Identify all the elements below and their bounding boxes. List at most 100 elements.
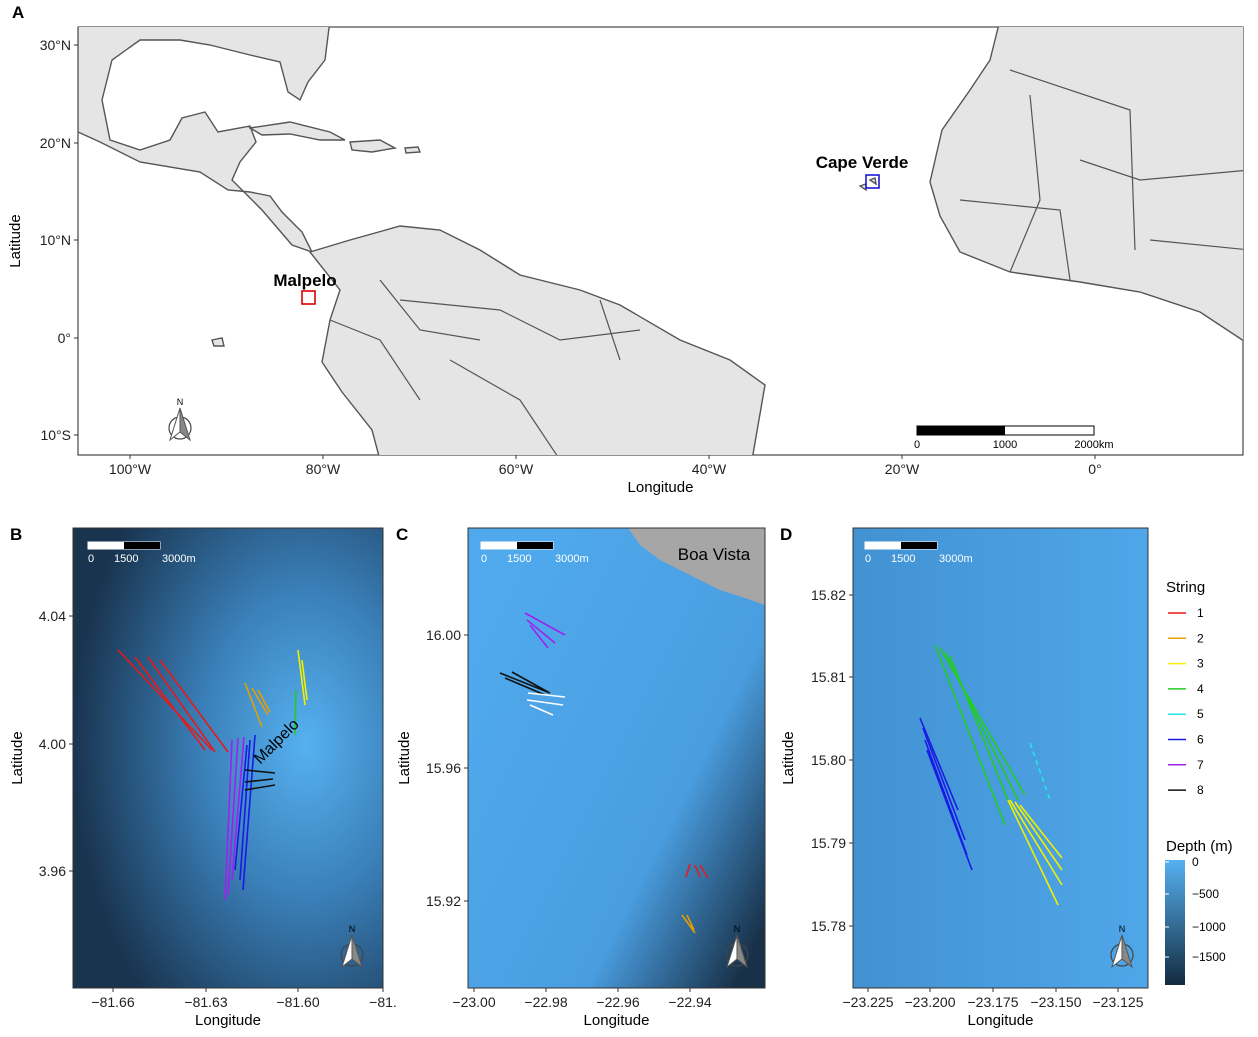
plot-frame <box>72 527 384 989</box>
string-line <box>919 717 959 811</box>
string-line <box>251 687 269 716</box>
depth-label: −500 <box>1192 887 1219 901</box>
string-line <box>529 624 549 649</box>
string-line <box>526 699 564 706</box>
string-line <box>504 677 546 696</box>
scalebar-label: 2000km <box>1074 439 1113 451</box>
plot-frame <box>852 527 1149 989</box>
string-line <box>231 736 245 881</box>
x-tick-label: −23.175 <box>968 994 1019 1010</box>
x-axis-title: Longitude <box>195 1012 261 1029</box>
string-line <box>699 864 709 879</box>
string-line <box>926 749 973 871</box>
string-line <box>147 656 216 753</box>
x-axis-title: Longitude <box>584 1012 650 1029</box>
y-axis-title: Latitude <box>780 731 797 784</box>
y-tick-label: 3.96 <box>39 863 66 879</box>
panel-a: Malpelo Cape Verde 0 1000 2000km <box>77 26 1244 456</box>
string-line <box>1029 742 1051 801</box>
x-tick-label: −23.125 <box>1093 994 1144 1010</box>
north-arrow <box>179 407 191 442</box>
north-arrow <box>351 934 363 969</box>
string-line <box>934 644 1006 826</box>
string-line <box>1019 804 1063 859</box>
y-tick-label: 15.80 <box>811 752 846 768</box>
panel-c: Boa Vista <box>468 528 765 988</box>
scalebar-label: 0 <box>88 553 94 565</box>
x-tick-label: 80°W <box>306 461 341 477</box>
string-line <box>511 671 549 693</box>
string-line <box>524 612 566 636</box>
string-line <box>944 651 1019 801</box>
legend-title: String <box>1166 579 1205 596</box>
string-line <box>294 689 297 736</box>
legend-title: Depth (m) <box>1166 838 1233 855</box>
north-label: N <box>1119 924 1126 934</box>
string-line <box>922 727 966 841</box>
legend-label: 6 <box>1197 733 1204 747</box>
scalebar-label: 1500 <box>114 553 138 565</box>
scalebar-label: 3000m <box>939 553 973 565</box>
string-line <box>685 863 691 878</box>
string-line <box>244 769 276 774</box>
panel-d <box>853 528 1148 988</box>
x-tick-label: −81.66 <box>91 994 134 1010</box>
depth-colorbar <box>1165 860 1185 985</box>
x-tick-label: −23.200 <box>905 994 956 1010</box>
map-a <box>78 27 1243 455</box>
y-tick-label: 15.79 <box>811 835 846 851</box>
annotation: Boa Vista <box>678 545 751 564</box>
string-line <box>499 672 551 694</box>
north-label: N <box>177 397 184 407</box>
x-tick-label: 40°W <box>692 461 727 477</box>
string-line <box>1014 801 1063 871</box>
string-line <box>526 619 556 644</box>
scalebar-label: 3000m <box>555 553 589 565</box>
y-tick-label: 15.78 <box>811 918 846 934</box>
north-label: N <box>349 924 356 934</box>
string-line <box>939 647 1026 796</box>
scalebar-label: 3000m <box>162 553 196 565</box>
legend-label: 5 <box>1197 707 1204 721</box>
string-line <box>949 655 1013 811</box>
y-tick-label: 15.96 <box>426 760 461 776</box>
string-line <box>242 734 256 891</box>
north-arrow <box>1121 934 1133 969</box>
x-tick-label: −23.00 <box>452 994 495 1010</box>
string-line <box>159 659 229 753</box>
string-line <box>117 649 213 751</box>
x-tick-label: 0° <box>1088 461 1101 477</box>
y-axis-title: Latitude <box>9 731 26 784</box>
scalebar-label: 1500 <box>507 553 531 565</box>
x-tick-label: 20°W <box>885 461 920 477</box>
string-line <box>257 689 271 713</box>
depth-label: 0 <box>1192 855 1199 869</box>
string-line <box>234 744 248 871</box>
x-tick-label: −81.63 <box>184 994 227 1010</box>
x-tick-label: 100°W <box>109 461 152 477</box>
legend-label: 1 <box>1197 606 1204 620</box>
x-axis-title: Longitude <box>968 1012 1034 1029</box>
y-tick-label: 30°N <box>40 37 71 53</box>
y-axis-title: Latitude <box>7 214 24 267</box>
legend-label: 4 <box>1197 682 1204 696</box>
x-tick-label: −22.96 <box>596 994 639 1010</box>
string-line <box>244 682 263 728</box>
string-line <box>694 864 701 878</box>
legend-label: 3 <box>1197 657 1204 671</box>
y-tick-label: 15.92 <box>426 893 461 909</box>
scalebar <box>517 542 553 549</box>
x-tick-label: −81. <box>369 994 397 1010</box>
annotation: Cape Verde <box>816 153 909 172</box>
annotation: Malpelo <box>273 271 336 290</box>
depth-label: −1500 <box>1192 950 1226 964</box>
north-arrow <box>736 934 748 969</box>
panel-label: C <box>396 525 408 544</box>
string-line <box>529 704 554 716</box>
y-tick-label: 4.04 <box>39 608 66 624</box>
scalebar-label: 0 <box>865 553 871 565</box>
string-line <box>1007 799 1059 906</box>
x-axis-title: Longitude <box>628 479 694 496</box>
y-tick-label: 16.00 <box>426 627 461 643</box>
